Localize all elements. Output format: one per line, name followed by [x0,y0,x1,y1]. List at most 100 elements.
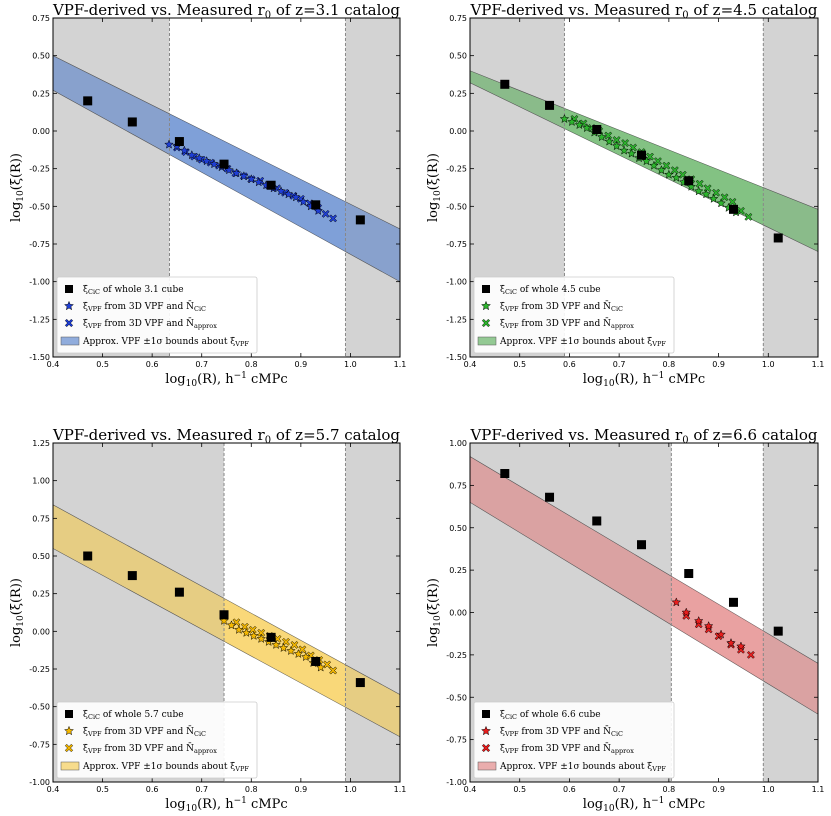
xlabel-superscript: −1 [234,371,247,381]
legend-cic-marker [482,710,490,718]
vpf-cic-point [283,189,294,199]
sigma-band [470,456,818,715]
vpf-approx-point [329,666,338,675]
legend-x-subscript: VPF [87,747,102,755]
title-main: VPF-derived vs. Measured r [469,1,683,19]
y-axis-label: log10(ξ̄(R)) [426,153,443,222]
xlabel-main: log [583,372,603,387]
legend-cic-symbol: ξ̄ [83,285,88,295]
legend-band-swatch [60,761,80,771]
vpf-cic-point [686,181,697,191]
vpf-approx-point [329,214,338,223]
vpf-cic-point [219,615,229,625]
legend-band-label: Approx. VPF ±1σ bounds about ξ̄VPF [82,337,249,348]
legend-x-text: from 3D VPF and N̄ [519,742,612,754]
y-axis-label: log10(ξ̄(R)) [9,578,26,647]
x-tick-label: 1.0 [762,360,775,369]
legend-x-symbol: ξ̄ [500,744,505,754]
x-tick-label: 0.9 [712,785,725,794]
xlabel-superscript: −1 [234,796,247,806]
cic-point [355,215,365,225]
legend-x-subscript: VPF [504,747,519,755]
vpf-cic-point [194,153,205,163]
x-tick-label: 0.5 [96,360,109,369]
legend-band-swatch [477,336,497,346]
legend-cic-symbol: ξ̄ [500,285,505,295]
legend-band-text: Approx. VPF ±1σ bounds about ξ̄ [499,762,652,772]
legend-cic-symbol: ξ̄ [83,710,88,720]
x-tick-label: 1.0 [344,785,357,794]
ylabel-subscript: 10 [433,615,443,627]
legend-x-subscript-2: approx [611,747,634,755]
x-tick-label: 0.5 [96,785,109,794]
ylabel-tail: (ξ̄(R)) [9,153,24,190]
legend-cic-marker [482,285,490,293]
x-tick-label: 1.1 [812,785,825,794]
y-tick-label: -0.25 [446,651,467,660]
y-tick-label: -0.50 [446,693,467,702]
legend-band-label: Approx. VPF ±1σ bounds about ξ̄VPF [82,762,249,773]
ylabel-tail: (ξ̄(R)) [9,578,24,615]
vpf-cic-point [276,186,286,196]
cic-point [773,626,783,636]
vpf-cic-point [253,177,264,187]
title-subscript: 0 [265,10,271,21]
legend-cic-marker [65,710,73,718]
vpf-cic-point [271,639,281,650]
x-tick-label: 0.6 [563,785,576,794]
legend-x-subscript-2: approx [611,322,634,330]
legend-star-subscript: VPF [504,305,519,313]
vpf-cic-point [179,145,190,155]
ylabel-main: log [9,627,24,647]
x-tick-label: 0.6 [146,360,159,369]
vpf-approx-point [621,139,630,148]
ylabel-subscript: 10 [16,190,26,202]
cic-point [219,610,229,620]
y-tick-label: -1.25 [29,315,50,324]
title-tail: of z=6.6 catalog [689,426,818,444]
cic-point [311,656,321,666]
x-tick-label: 0.7 [195,785,208,794]
legend-x-subscript: VPF [504,322,519,330]
vpf-cic-point [298,196,309,206]
legend-star-text: from 3D VPF and N̄ [519,300,612,312]
x-tick-label: 0.8 [662,785,675,794]
x-tick-label: 0.9 [294,360,307,369]
vpf-cic-point [596,131,607,142]
vpf-approx-point [321,209,330,218]
xlabel-superscript: −1 [651,371,664,381]
panel-1: 0.4 0.5 0.6 0.7 0.8 0.9 1.0 1.1 -1.50 -1.25 -1.00 -… [426,1,824,389]
panel-3: 0.4 0.5 0.6 0.7 0.8 0.9 1.0 1.1 -1.00 -0.75 -0.50 -… [426,426,824,814]
axes-frame [52,17,401,358]
legend-x-marker [481,318,491,328]
legend-cic-text: of whole 4.5 cube [517,285,601,295]
xlabel-tail: (R), h [197,797,234,812]
legend-star-text: from 3D VPF and N̄ [519,725,612,737]
vpf-cic-point [671,597,682,607]
chart-title: VPF-derived vs. Measured r0 of z=4.5 cat… [469,1,817,21]
vpf-approx-point [282,637,290,646]
legend-star-symbol: ξ̄ [83,302,88,312]
xlabel-tail-2: cMPc [247,372,288,387]
vpf-cic-point [286,645,296,656]
title-main: VPF-derived vs. Measured r [52,426,266,444]
y-tick-label: 0.25 [32,590,50,599]
legend-band-swatch [477,761,497,771]
cic-point [728,204,738,214]
legend-cic-marker [65,285,73,293]
cic-point [545,492,555,502]
xlabel-tail: (R), h [615,372,652,387]
vpf-cic-point [239,171,249,181]
legend-star-subscript: VPF [87,305,102,313]
vpf-cic-point [681,607,692,617]
vpf-cic-point [641,156,652,166]
x-tick-label: 0.7 [613,360,626,369]
vpf-approx-point [744,212,753,221]
title-tail: of z=5.7 catalog [271,426,400,444]
x-tick-label: 0.7 [613,785,626,794]
vpf-cic-point [703,620,714,631]
y-tick-label: -1.00 [446,778,467,787]
cic-point [728,597,738,607]
cic-point [592,516,602,526]
